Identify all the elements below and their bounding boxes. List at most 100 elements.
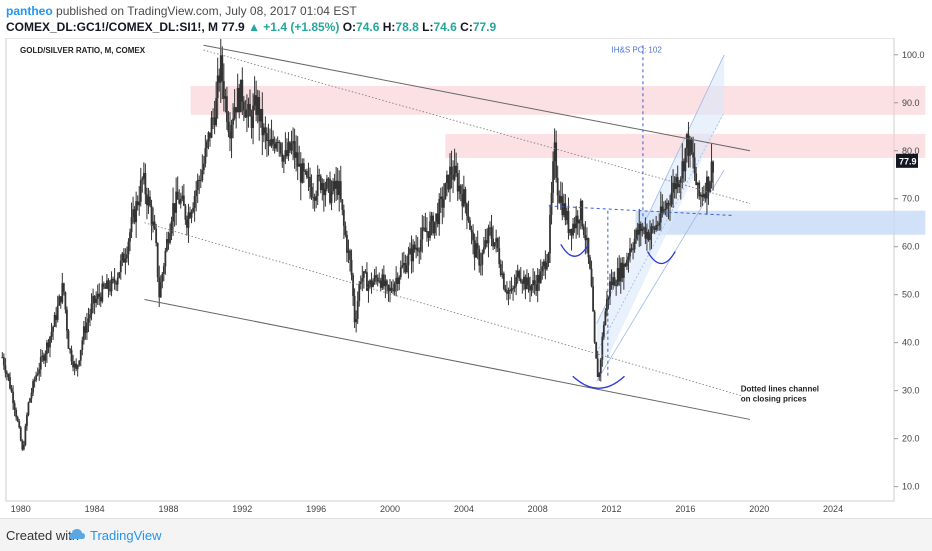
x-tick-label: 2020 bbox=[749, 504, 769, 514]
footer-bar: Created with TradingView bbox=[0, 518, 932, 551]
candle-body bbox=[278, 142, 281, 144]
candle-body bbox=[4, 365, 7, 373]
candle-body bbox=[232, 118, 234, 125]
candle-body bbox=[692, 152, 694, 158]
candle-body bbox=[287, 142, 290, 157]
candle-body bbox=[381, 274, 384, 288]
candle-body bbox=[682, 161, 685, 172]
tradingview-brand-link[interactable]: TradingView bbox=[90, 528, 162, 543]
x-tick-label: 1988 bbox=[158, 504, 178, 514]
candle-body bbox=[356, 301, 359, 320]
candle-body bbox=[638, 223, 641, 235]
candle-body bbox=[39, 357, 42, 370]
candle-body bbox=[441, 196, 444, 208]
descending-resistance-line bbox=[203, 44, 751, 152]
candle-body bbox=[609, 281, 611, 297]
candle-body bbox=[342, 209, 345, 226]
candle-body bbox=[167, 239, 170, 243]
publish-info: published on TradingView.com, July 08, 2… bbox=[56, 4, 357, 18]
candle-body bbox=[110, 278, 113, 292]
candle-body bbox=[246, 109, 248, 118]
candle-body bbox=[401, 265, 404, 268]
candle-body bbox=[664, 208, 667, 210]
candle-body bbox=[666, 202, 668, 209]
candle-body bbox=[442, 199, 445, 208]
candle-body bbox=[699, 194, 702, 197]
candle-body bbox=[204, 148, 207, 164]
candle-body bbox=[258, 97, 261, 122]
candle-body bbox=[601, 336, 604, 360]
candle-body bbox=[553, 142, 556, 162]
candle-body bbox=[684, 148, 687, 172]
candle-body bbox=[461, 193, 464, 207]
po-annotation: IH&S PO: 102 bbox=[612, 45, 663, 54]
chart-area[interactable]: IH&S PO: 102 Dotted lines channel on closi… bbox=[0, 37, 932, 516]
candle-body bbox=[392, 290, 394, 292]
candle-body bbox=[629, 248, 631, 257]
x-tick-label: 2012 bbox=[602, 504, 622, 514]
candle-body bbox=[252, 105, 254, 128]
candle-body bbox=[90, 303, 93, 315]
candle-body bbox=[49, 336, 51, 348]
candle-body bbox=[355, 319, 358, 323]
candle-body bbox=[429, 221, 431, 238]
candle-body bbox=[153, 221, 156, 229]
candle-body bbox=[529, 285, 531, 291]
candle-body bbox=[261, 108, 264, 136]
candle-body bbox=[676, 177, 679, 188]
candle-body bbox=[402, 263, 405, 266]
candle-body bbox=[515, 277, 518, 287]
candle-body bbox=[72, 361, 74, 368]
candle-body bbox=[541, 266, 544, 272]
dotted-channel-upper bbox=[203, 49, 751, 204]
price-change: +1.4 (+1.85%) bbox=[263, 20, 340, 34]
candle-body bbox=[267, 139, 270, 142]
candle-body bbox=[593, 311, 596, 343]
candle-body bbox=[30, 392, 33, 399]
x-tick-label: 2000 bbox=[380, 504, 400, 514]
candle-body bbox=[190, 211, 193, 218]
candle-body bbox=[696, 182, 699, 186]
author-link[interactable]: pantheo bbox=[6, 4, 53, 18]
candle-body bbox=[272, 138, 274, 144]
candle-body bbox=[341, 199, 344, 210]
candle-body bbox=[506, 291, 508, 294]
candle-body bbox=[610, 281, 613, 286]
candle-body bbox=[656, 224, 659, 226]
candle-body bbox=[436, 213, 439, 225]
candle-body bbox=[172, 203, 174, 222]
candle-body bbox=[313, 197, 316, 201]
resistance-zone-upper bbox=[190, 85, 926, 115]
candle-body bbox=[124, 258, 127, 263]
descending-support-line bbox=[144, 298, 751, 420]
candle-body bbox=[189, 212, 191, 218]
candle-body bbox=[109, 289, 111, 292]
candle-body bbox=[229, 132, 231, 139]
candle-body bbox=[173, 203, 176, 213]
candle-body bbox=[544, 261, 547, 270]
candle-body bbox=[673, 182, 676, 190]
candle-body bbox=[702, 193, 705, 198]
candle-body bbox=[179, 198, 182, 204]
candle-body bbox=[679, 178, 682, 183]
candle-body bbox=[539, 271, 542, 283]
candle-body bbox=[50, 331, 53, 337]
rising-channel-line bbox=[596, 169, 725, 382]
candle-body bbox=[390, 287, 393, 291]
candle-body bbox=[432, 215, 434, 234]
candle-body bbox=[89, 314, 91, 319]
candle-body bbox=[219, 55, 222, 83]
candle-body bbox=[241, 79, 244, 102]
high-label: H: bbox=[382, 20, 396, 34]
candle-body bbox=[395, 277, 398, 284]
candle-body bbox=[347, 250, 350, 253]
candle-body bbox=[599, 359, 602, 374]
candle-body bbox=[595, 342, 598, 359]
channel-note-line: on closing prices bbox=[741, 395, 807, 404]
candle-body bbox=[479, 264, 482, 266]
right-shoulder-arc bbox=[646, 251, 676, 265]
candle-body bbox=[316, 174, 319, 196]
symbol-name[interactable]: COMEX_DL:GC1!/COMEX_DL:SI1!, M bbox=[6, 20, 219, 34]
candle-body bbox=[632, 249, 634, 251]
